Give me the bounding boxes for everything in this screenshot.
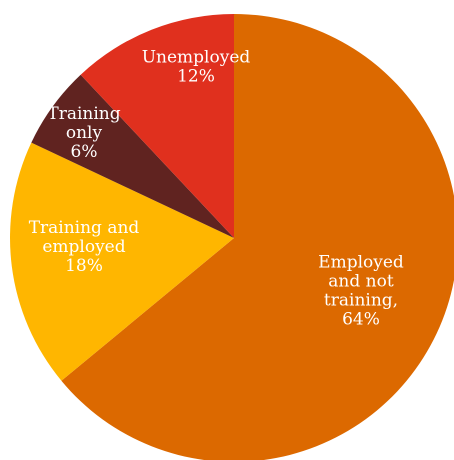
pie-label-line: only (66, 123, 103, 143)
pie-label-line: Training (47, 104, 120, 124)
pie-label-line: and not (328, 272, 394, 292)
pie-label-line: Training and (29, 218, 140, 238)
pie-label-line: Unemployed (142, 48, 251, 68)
pie-labels: Employed and not training, 64% Training and e… (29, 48, 404, 330)
pie-label-line: 64% (342, 310, 380, 330)
pie-slice-employed-and-not-training (61, 14, 454, 460)
pie-slice-label-training-only: Training only 6% (47, 104, 120, 162)
pie-label-line: Employed (318, 253, 404, 273)
pie-label-line: 6% (71, 142, 98, 162)
pie-label-line: training, (324, 291, 398, 311)
pie-slice-training-only (31, 74, 234, 239)
pie-slice-label-training-and-employed: Training and employed 18% (29, 218, 140, 276)
pie-slice-label-unemployed: Unemployed 12% (142, 48, 251, 87)
pie-slice-training-and-employed (10, 142, 235, 381)
pie-label-line: 12% (177, 67, 215, 87)
pie-label-line: 18% (65, 256, 103, 276)
pie-slice-unemployed (80, 14, 234, 238)
pie-slice-label-employed-and-not-training: Employed and not training, 64% (318, 253, 404, 330)
pie-label-line: employed (42, 237, 125, 257)
pie-slices (10, 14, 454, 460)
